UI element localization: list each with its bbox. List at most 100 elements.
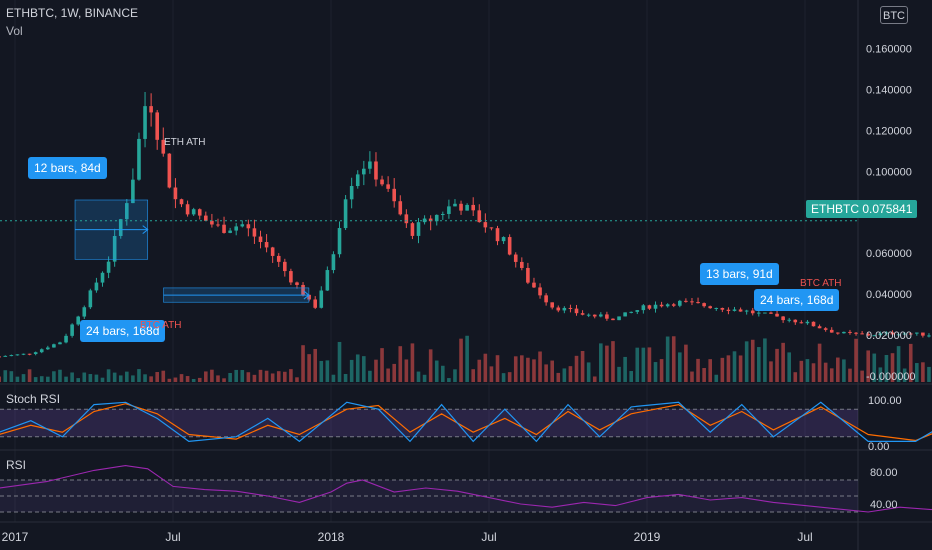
candle-body-83 xyxy=(501,237,506,242)
volume-bar-116 xyxy=(702,368,706,382)
volume-bar-153 xyxy=(927,366,931,382)
candle-body-102 xyxy=(617,316,621,321)
candle-body-39 xyxy=(234,226,238,231)
candle-body-122 xyxy=(738,309,743,312)
volume-bar-74 xyxy=(447,378,451,382)
volume-bar-122 xyxy=(738,355,743,382)
stoch-rsi-label[interactable]: Stoch RSI xyxy=(6,392,61,406)
candle-body-129 xyxy=(781,316,785,321)
btc-ath-label-2: BTC ATH xyxy=(800,278,842,289)
candle-body-75 xyxy=(453,203,457,207)
candle-body-54 xyxy=(325,270,330,291)
candle-body-61 xyxy=(368,161,372,169)
y-tick-label-8: -0.000000 xyxy=(866,371,916,383)
candle-body-80 xyxy=(483,222,488,228)
candle-body-66 xyxy=(398,201,403,215)
candle-body-128 xyxy=(775,313,779,317)
currency-badge[interactable]: BTC xyxy=(880,6,908,24)
volume-bar-96 xyxy=(580,350,585,382)
candle-body-137 xyxy=(829,329,834,333)
volume-bar-85 xyxy=(513,356,518,382)
volume-bar-60 xyxy=(362,356,366,382)
candle-body-98 xyxy=(592,314,597,317)
candle-body-147 xyxy=(890,332,895,335)
candle-body-142 xyxy=(860,333,864,335)
volume-bar-44 xyxy=(264,370,269,382)
volume-bar-140 xyxy=(848,368,852,382)
volume-bar-151 xyxy=(915,363,919,382)
candle-body-126 xyxy=(763,312,767,314)
price-tag-symbol: ETHBTC xyxy=(811,202,859,216)
volume-bar-75 xyxy=(453,369,457,382)
symbol-title[interactable]: ETHBTC, 1W, BINANCE xyxy=(6,6,139,20)
candle-body-6 xyxy=(33,352,38,355)
volume-bar-54 xyxy=(325,360,330,382)
volume-bar-62 xyxy=(374,359,378,382)
volume-bar-16 xyxy=(94,374,99,382)
candle-body-45 xyxy=(270,247,275,256)
volume-bar-9 xyxy=(52,371,56,382)
candle-body-5 xyxy=(27,353,32,355)
volume-bar-67 xyxy=(404,359,409,382)
volume-bar-114 xyxy=(690,371,694,382)
candle-body-138 xyxy=(836,332,840,334)
volume-bar-101 xyxy=(611,341,615,382)
candle-body-149 xyxy=(902,333,907,335)
measure-label-3[interactable]: 13 bars, 91d xyxy=(700,263,779,285)
candle-body-15 xyxy=(88,290,93,308)
candles xyxy=(0,92,931,358)
candle-body-52 xyxy=(313,299,317,308)
rsi-label[interactable]: RSI xyxy=(6,458,27,472)
candle-body-133 xyxy=(805,321,810,324)
volume-bar-145 xyxy=(878,367,883,382)
volume-bar-141 xyxy=(854,338,858,382)
rsi-line xyxy=(0,465,932,513)
candle-body-101 xyxy=(611,318,615,321)
candle-body-88 xyxy=(532,282,536,288)
volume-bar-128 xyxy=(775,348,779,382)
candle-body-139 xyxy=(842,331,846,334)
volume-bar-32 xyxy=(191,378,196,382)
candle-body-41 xyxy=(246,224,251,229)
measure-label-4[interactable]: 24 bars, 168d xyxy=(754,289,840,311)
candle-body-26 xyxy=(155,112,159,140)
volume-bar-51 xyxy=(307,354,311,382)
candle-body-73 xyxy=(441,213,445,215)
candle-body-67 xyxy=(404,214,409,224)
y-tick-label-5: 0.060000 xyxy=(866,248,912,260)
candle-body-78 xyxy=(471,204,475,211)
volume-bar-14 xyxy=(82,372,87,382)
candle-body-74 xyxy=(447,206,451,214)
volume-bar-90 xyxy=(544,364,548,382)
volume-bar-56 xyxy=(337,341,342,382)
candle-body-110 xyxy=(665,304,670,307)
candle-body-143 xyxy=(866,333,870,336)
volume-bar-89 xyxy=(538,351,542,382)
volume-bar-45 xyxy=(270,373,275,382)
volume-bar-79 xyxy=(477,359,482,382)
volume-bar-134 xyxy=(811,363,816,382)
candle-body-115 xyxy=(696,302,700,304)
measure-label-1[interactable]: 12 bars, 84d xyxy=(28,157,107,179)
candle-body-21 xyxy=(125,203,129,220)
measure-label-2[interactable]: 24 bars, 168d xyxy=(80,320,166,342)
volume-bar-59 xyxy=(355,354,360,382)
candle-body-135 xyxy=(817,326,822,329)
candle-body-153 xyxy=(927,335,931,337)
volume-bar-137 xyxy=(829,368,834,382)
candle-body-63 xyxy=(380,179,384,185)
rsi-tick-label-1: 40.00 xyxy=(870,499,898,511)
candle-body-77 xyxy=(465,204,469,211)
candle-body-141 xyxy=(854,332,858,334)
candle-body-10 xyxy=(58,342,62,345)
volume-bar-65 xyxy=(392,363,396,382)
candle-body-65 xyxy=(392,188,396,202)
volume-bar-26 xyxy=(155,372,159,382)
volume-bar-152 xyxy=(921,362,925,382)
volume-legend[interactable]: Vol xyxy=(6,24,23,38)
candle-body-32 xyxy=(191,209,196,215)
candle-body-103 xyxy=(623,312,627,317)
candle-body-70 xyxy=(422,218,427,223)
candle-body-146 xyxy=(884,332,889,334)
